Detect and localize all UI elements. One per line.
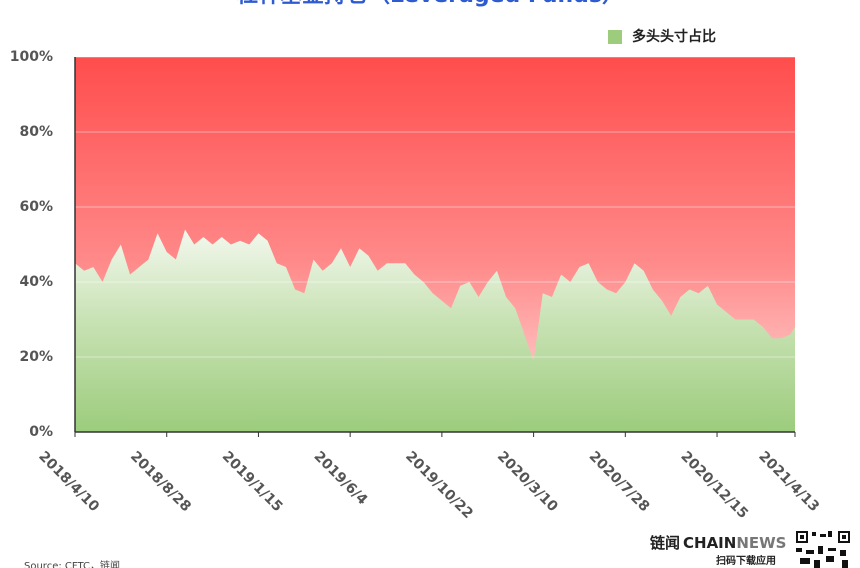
- x-tick-label: 2019/6/4: [311, 448, 371, 508]
- plot: 0% 20% 40% 60% 80% 100% 2018/4/10 2018/8/28 2019…: [10, 49, 822, 522]
- x-tick-label: 2018/8/28: [127, 448, 194, 515]
- chart-title: 杠杆基金持仓（Leveraged Funds）: [236, 0, 624, 8]
- logo: 链闻 CHAINNEWS: [650, 534, 786, 552]
- legend-label: 多头头寸占比: [632, 28, 716, 45]
- x-tick-label: 2020/7/28: [586, 448, 653, 515]
- logo-cn: 链闻: [650, 534, 680, 552]
- x-tick-label: 2020/12/15: [677, 448, 751, 522]
- y-tick-label: 60%: [19, 199, 53, 215]
- y-tick-label: 80%: [19, 124, 53, 140]
- area: [75, 229, 795, 432]
- source: Source: CFTC，链闻: [24, 559, 120, 568]
- y-tick-label: 100%: [10, 49, 53, 65]
- x-tick-label: 2019/1/15: [219, 448, 286, 515]
- y-tick-label: 0%: [29, 424, 53, 440]
- qr-code: [795, 530, 851, 568]
- logo-news: NEWS: [736, 534, 786, 552]
- x-tick-label: 2021/4/13: [755, 448, 822, 515]
- x-tick-label: 2018/4/10: [35, 448, 102, 515]
- logo-slogan: 扫码下载应用: [716, 554, 776, 567]
- legend-swatch: [608, 30, 622, 44]
- logo-chain: CHAIN: [683, 534, 736, 552]
- x-tick-label: 2019/10/22: [402, 448, 476, 522]
- y-tick-label: 40%: [19, 274, 53, 290]
- y-tick-label: 20%: [19, 349, 53, 365]
- x-tick-label: 2020/3/10: [494, 448, 561, 515]
